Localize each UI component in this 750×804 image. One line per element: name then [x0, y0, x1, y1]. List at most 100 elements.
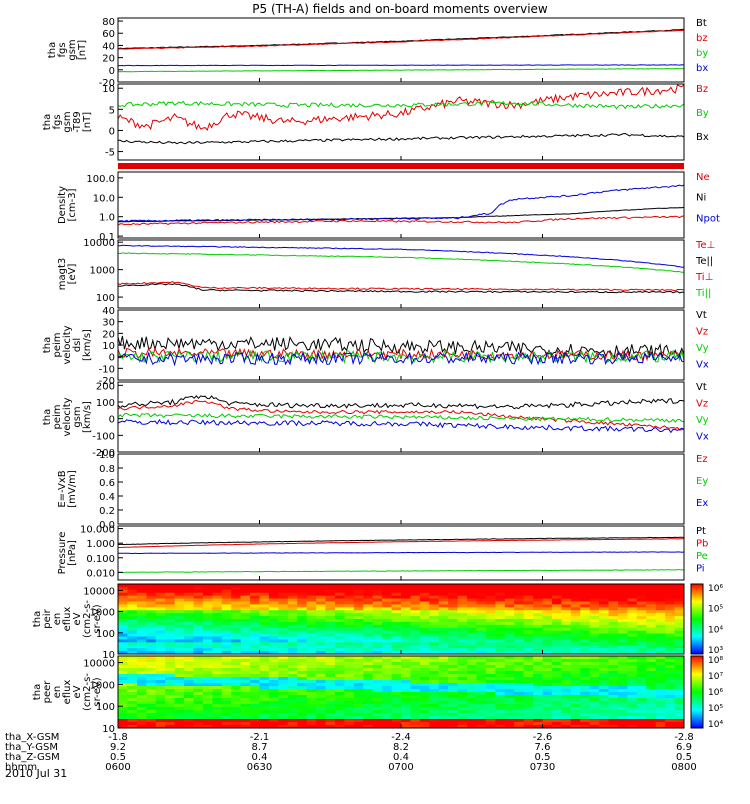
heatmap-cell [118, 621, 128, 626]
heatmap-cell [363, 595, 374, 600]
heatmap-cell [542, 695, 553, 699]
heatmap-cell [655, 619, 666, 623]
heatmap-cell [636, 680, 647, 684]
heatmap-cell [184, 674, 194, 678]
heatmap-cell [636, 725, 647, 729]
heatmap-cell [636, 689, 647, 693]
heatmap-cell [212, 716, 223, 720]
heatmap-cell [542, 619, 553, 623]
heatmap-cell [495, 627, 506, 632]
heatmap-cell [419, 621, 430, 626]
heatmap-cell [410, 722, 421, 726]
heatmap-cell [316, 595, 327, 600]
heatmap-cell [457, 692, 468, 696]
heatmap-cell [438, 668, 449, 672]
heatmap-cell [240, 624, 251, 629]
heatmap-cell [429, 645, 440, 649]
heatmap-cell [438, 607, 449, 611]
heatmap-cell [136, 648, 147, 652]
heatmap-cell [504, 636, 515, 640]
heatmap-cell [674, 692, 685, 696]
heatmap-cell [382, 584, 393, 588]
heatmap-cell [551, 671, 562, 675]
heatmap-cell [646, 630, 657, 635]
heatmap-cell [551, 630, 562, 635]
heatmap-cell [297, 656, 308, 660]
heatmap-cell [429, 607, 440, 611]
heatmap-cell [250, 601, 260, 605]
heatmap-cell [580, 630, 591, 635]
heatmap-cell [589, 624, 600, 629]
heatmap-cell [485, 692, 496, 696]
heatmap-cell [165, 719, 176, 723]
heatmap-cell [165, 642, 176, 646]
heatmap-cell [202, 598, 213, 602]
heatmap-cell [268, 671, 279, 675]
heatmap-cell [533, 671, 543, 675]
heatmap-cell [127, 636, 138, 640]
heatmap-cell [278, 642, 289, 646]
heatmap-cell [655, 707, 666, 711]
heatmap-cell [325, 607, 336, 611]
heatmap-cell [325, 686, 336, 690]
heatmap-cell [551, 701, 562, 705]
heatmap-cell [372, 613, 383, 617]
heatmap-cell [542, 710, 553, 714]
heatmap-cell [665, 627, 676, 632]
heatmap-cell [382, 677, 393, 681]
heatmap-cell [523, 642, 534, 646]
heatmap-cell [523, 630, 534, 635]
heatmap-cell [344, 607, 355, 611]
heatmap-cell [268, 584, 279, 588]
heatmap-cell [372, 725, 383, 729]
heatmap-cell [240, 671, 251, 675]
heatmap-cell [561, 604, 572, 608]
heatmap-cell [221, 680, 232, 684]
heatmap-cell [410, 698, 421, 702]
heatmap-cell [118, 648, 128, 652]
heatmap-cell [316, 692, 327, 696]
heatmap-cell [617, 604, 628, 608]
heatmap-cell [155, 716, 166, 720]
heatmap-cell [372, 662, 383, 666]
heatmap-cell [551, 689, 562, 693]
heatmap-cell [221, 689, 232, 693]
heatmap-cell [127, 677, 138, 681]
heatmap-cell [165, 725, 176, 729]
heatmap-cell [231, 725, 242, 729]
heatmap-cell [155, 686, 166, 690]
legend-ez-label: Ez [696, 454, 708, 465]
heatmap-cell [495, 616, 506, 620]
heatmap-cell [608, 659, 619, 663]
heatmap-cell [174, 680, 185, 684]
heatmap-cell [636, 704, 647, 708]
heatmap-cell [467, 636, 477, 640]
heatmap-cell [504, 601, 515, 605]
heatmap-cell [363, 624, 374, 629]
heatmap-cell [174, 645, 185, 649]
heatmap-cell [231, 648, 242, 652]
heatmap-cell [448, 698, 459, 702]
heatmap-cell [334, 713, 345, 717]
heatmap-cell [193, 704, 204, 708]
heatmap-cell [617, 716, 628, 720]
heatmap-cell [221, 683, 232, 687]
heatmap-cell [589, 722, 600, 726]
heatmap-cell [410, 645, 421, 649]
heatmap-cell [353, 677, 364, 681]
heatmap-cell [344, 659, 355, 663]
heatmap-cell [627, 621, 638, 626]
heatmap-cell [495, 584, 506, 588]
heatmap-cell [334, 656, 345, 660]
heatmap-cell [655, 656, 666, 660]
heatmap-cell [353, 592, 364, 597]
heatmap-cell [334, 719, 345, 723]
heatmap-cell [485, 595, 496, 600]
heatmap-cell [382, 607, 393, 611]
heatmap-cell [118, 613, 128, 617]
heatmap-cell [297, 683, 308, 687]
heatmap-cell [297, 668, 308, 672]
heatmap-cell [193, 630, 204, 635]
heatmap-cell [448, 722, 459, 726]
heatmap-cell [665, 651, 676, 655]
